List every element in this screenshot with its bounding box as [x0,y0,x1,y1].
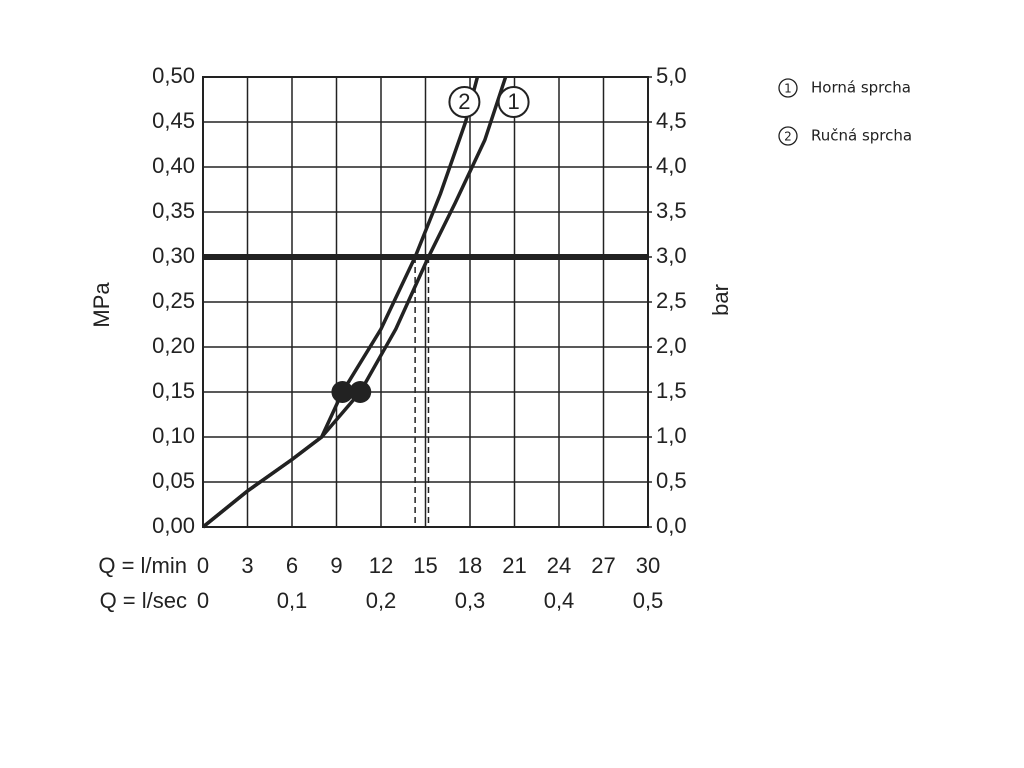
legend-number: 2 [784,130,792,144]
x-tick-label: 9 [330,553,342,578]
y-tick-label: 0,40 [152,153,195,178]
operating-point [331,381,354,403]
x2-tick-label: 0,1 [277,588,308,613]
legend-circle [778,78,798,98]
curve-label-circle [448,86,481,118]
y2-tick-label: 3,0 [656,243,687,268]
x-tick-label: 18 [458,553,482,578]
y2-tick-label: 0,5 [656,468,687,493]
x2-tick-label: 0,2 [366,588,397,613]
y-tick-label: 0,10 [152,423,195,448]
y-tick-label: 0,15 [152,378,195,403]
curve-label: 1 [507,89,519,114]
y2-tick-label: 2,5 [656,288,687,313]
y-tick-label: 0,50 [152,63,195,88]
legend-number: 1 [784,82,792,96]
operating-point [349,381,372,403]
series-line [201,76,480,529]
y-tick-label: 0,25 [152,288,195,313]
y2-tick-label: 4,5 [656,108,687,133]
legend-label: Ručná sprcha [811,127,912,145]
y2-tick-label: 0,0 [656,513,687,538]
x-tick-label: 30 [636,553,660,578]
x-tick-label: 0 [197,553,209,578]
y-tick-label: 0,00 [152,513,195,538]
y2-tick-label: 4,0 [656,153,687,178]
y2-tick-label: 2,0 [656,333,687,358]
x-tick-label: 12 [369,553,393,578]
y2-tick-label: 3,5 [656,198,687,223]
x-axis-label: Q = l/min [98,553,187,578]
y-axis-label: MPa [89,282,114,328]
x2-tick-label: 0 [197,588,209,613]
y2-axis-label: bar [708,284,733,316]
x2-axis-label: Q = l/sec [100,588,187,613]
x2-tick-label: 0,4 [544,588,575,613]
x2-tick-label: 0,3 [455,588,486,613]
x-tick-label: 6 [286,553,298,578]
y-tick-label: 0,30 [152,243,195,268]
legend-label: Horná sprcha [811,79,911,97]
y-tick-label: 0,05 [152,468,195,493]
x-tick-label: 27 [591,553,615,578]
y2-tick-label: 1,0 [656,423,687,448]
curve-label: 2 [458,89,470,114]
x-tick-label: 3 [241,553,253,578]
y2-tick-label: 5,0 [656,63,687,88]
x-tick-label: 24 [547,553,571,578]
x2-tick-label: 0,5 [633,588,664,613]
y-tick-label: 0,20 [152,333,195,358]
curve-label-circle [497,86,530,118]
x-tick-label: 21 [502,553,526,578]
legend-circle [778,126,798,146]
y-tick-label: 0,35 [152,198,195,223]
plot-frame [202,76,649,528]
y-tick-label: 0,45 [152,108,195,133]
x-tick-label: 15 [413,553,437,578]
y2-tick-label: 1,5 [656,378,687,403]
